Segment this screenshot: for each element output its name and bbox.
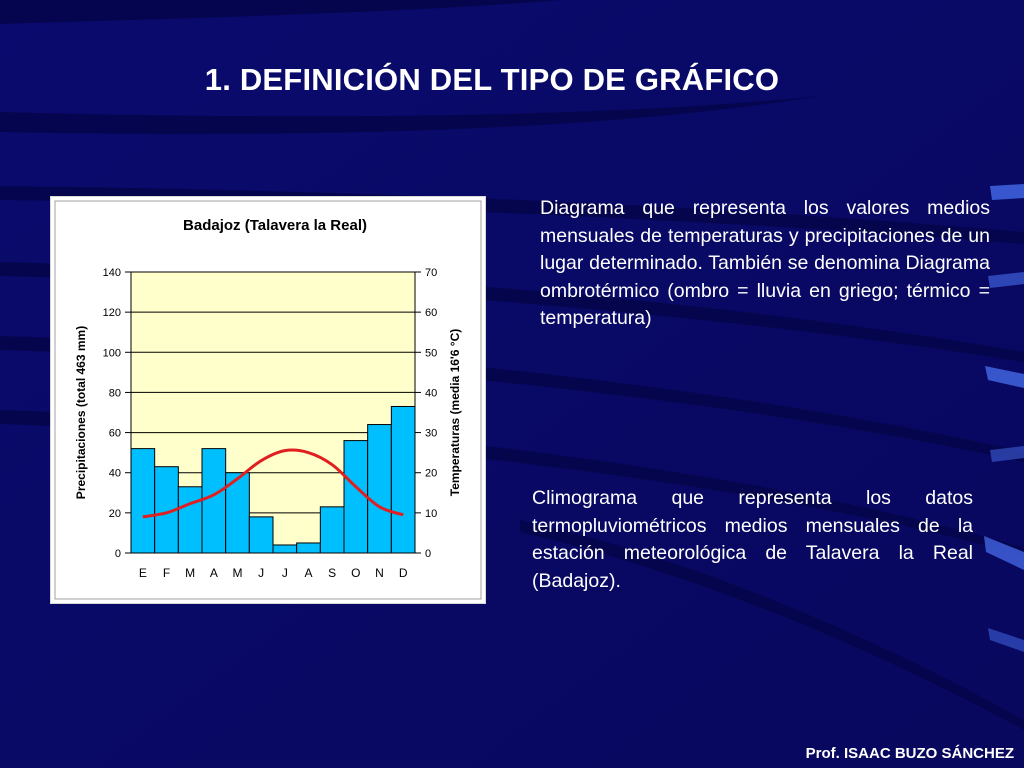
y-tick-label: 20	[109, 508, 121, 520]
y-tick-label: 40	[109, 468, 121, 480]
climograph-caption: Climograma que representa los datos term…	[532, 487, 973, 592]
precipitation-bar	[272, 544, 298, 554]
precipitation-bar	[390, 405, 416, 554]
y-tick-label: 80	[109, 387, 121, 399]
y2-tick-label: 40	[425, 387, 437, 399]
chart-title: Badajoz (Talavera la Real)	[183, 217, 367, 234]
description-paragraph: Diagrama que representa los valores medi…	[540, 197, 990, 329]
y-tick-label: 0	[115, 548, 121, 560]
y-axis-label: Precipitaciones (total 463 mm)	[74, 326, 88, 499]
y2-tick-label: 10	[425, 508, 437, 520]
x-tick-label: J	[258, 566, 264, 580]
author-footer: Prof. ISAAC BUZO SÁNCHEZ	[805, 745, 1014, 762]
x-tick-label: F	[163, 566, 170, 580]
precipitation-bar	[343, 440, 369, 554]
precipitation-bar	[296, 542, 321, 554]
x-tick-label: J	[282, 566, 288, 580]
precipitation-bar	[130, 448, 156, 554]
x-tick-label: E	[139, 566, 147, 580]
x-tick-label: N	[375, 566, 384, 580]
slide-title: 1. DEFINICIÓN DEL TIPO DE GRÁFICO	[204, 62, 780, 97]
x-tick-label: D	[399, 566, 408, 580]
y2-tick-label: 20	[425, 468, 437, 480]
y-tick-label: 100	[103, 347, 121, 359]
x-tick-label: M	[185, 566, 195, 580]
y2-axis-label: Temperaturas (media 16'6 °C)	[448, 329, 462, 497]
y2-tick-label: 0	[425, 548, 431, 560]
precipitation-bar	[177, 486, 203, 554]
precipitation-bar	[248, 516, 274, 554]
y2-tick-label: 50	[425, 347, 437, 359]
precipitation-bar	[201, 448, 227, 554]
temperature-line	[142, 448, 404, 519]
edge-highlights	[984, 184, 1024, 652]
x-tick-label: M	[233, 566, 243, 580]
y-tick-label: 60	[109, 428, 121, 440]
x-tick-label: A	[304, 566, 312, 580]
y2-tick-label: 70	[425, 267, 437, 279]
y2-tick-label: 30	[425, 428, 437, 440]
x-tick-label: O	[351, 566, 360, 580]
precipitation-bar	[367, 424, 392, 554]
x-tick-label: S	[328, 566, 336, 580]
y-tick-label: 120	[103, 307, 121, 319]
climograph-chart: 0 20 40 60 80 100 120 140 0 10 20 30 40 50 60 70 E F M A M J J…	[50, 196, 486, 604]
y2-tick-label: 60	[425, 307, 437, 319]
precipitation-bar	[319, 506, 345, 554]
chart-svg: 0 20 40 60 80 100 120 140 0 10 20 30 40 50 60 70 E F M A M J J…	[54, 200, 482, 600]
x-tick-label: A	[210, 566, 218, 580]
y-tick-label: 140	[103, 267, 121, 279]
